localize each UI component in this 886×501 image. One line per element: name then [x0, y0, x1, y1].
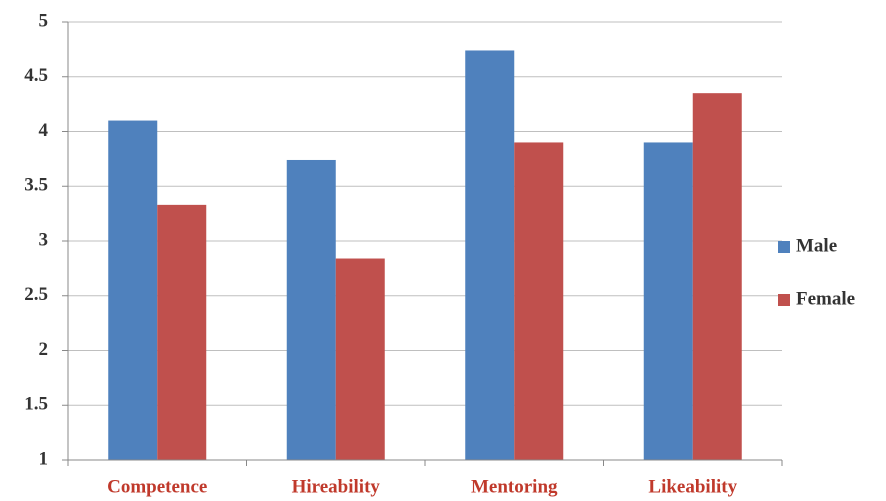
legend-swatch: [778, 294, 790, 306]
bar: [692, 93, 742, 461]
y-tick-label: 2.5: [24, 284, 48, 305]
y-tick-label: 3.5: [24, 175, 48, 196]
x-tick-label: Competence: [107, 476, 207, 497]
bar: [335, 258, 385, 460]
bar: [108, 120, 158, 461]
legend-swatch: [778, 241, 790, 253]
y-tick-label: 5: [39, 10, 49, 31]
y-tick-label: 1: [39, 448, 49, 469]
legend-label: Male: [796, 235, 837, 256]
x-tick-label: Hireability: [292, 476, 381, 497]
bar: [465, 50, 515, 460]
y-tick-label: 1.5: [24, 394, 48, 415]
x-tick-label: Mentoring: [471, 476, 558, 497]
bar: [157, 204, 207, 460]
legend-label: Female: [796, 288, 855, 309]
bar: [643, 142, 693, 460]
bar: [286, 159, 336, 460]
x-tick-label: Likeability: [648, 476, 737, 497]
y-tick-label: 2: [39, 339, 49, 360]
y-tick-label: 4.5: [24, 65, 48, 86]
y-tick-label: 4: [39, 120, 49, 141]
y-tick-label: 3: [39, 229, 49, 250]
bar: [514, 142, 564, 460]
